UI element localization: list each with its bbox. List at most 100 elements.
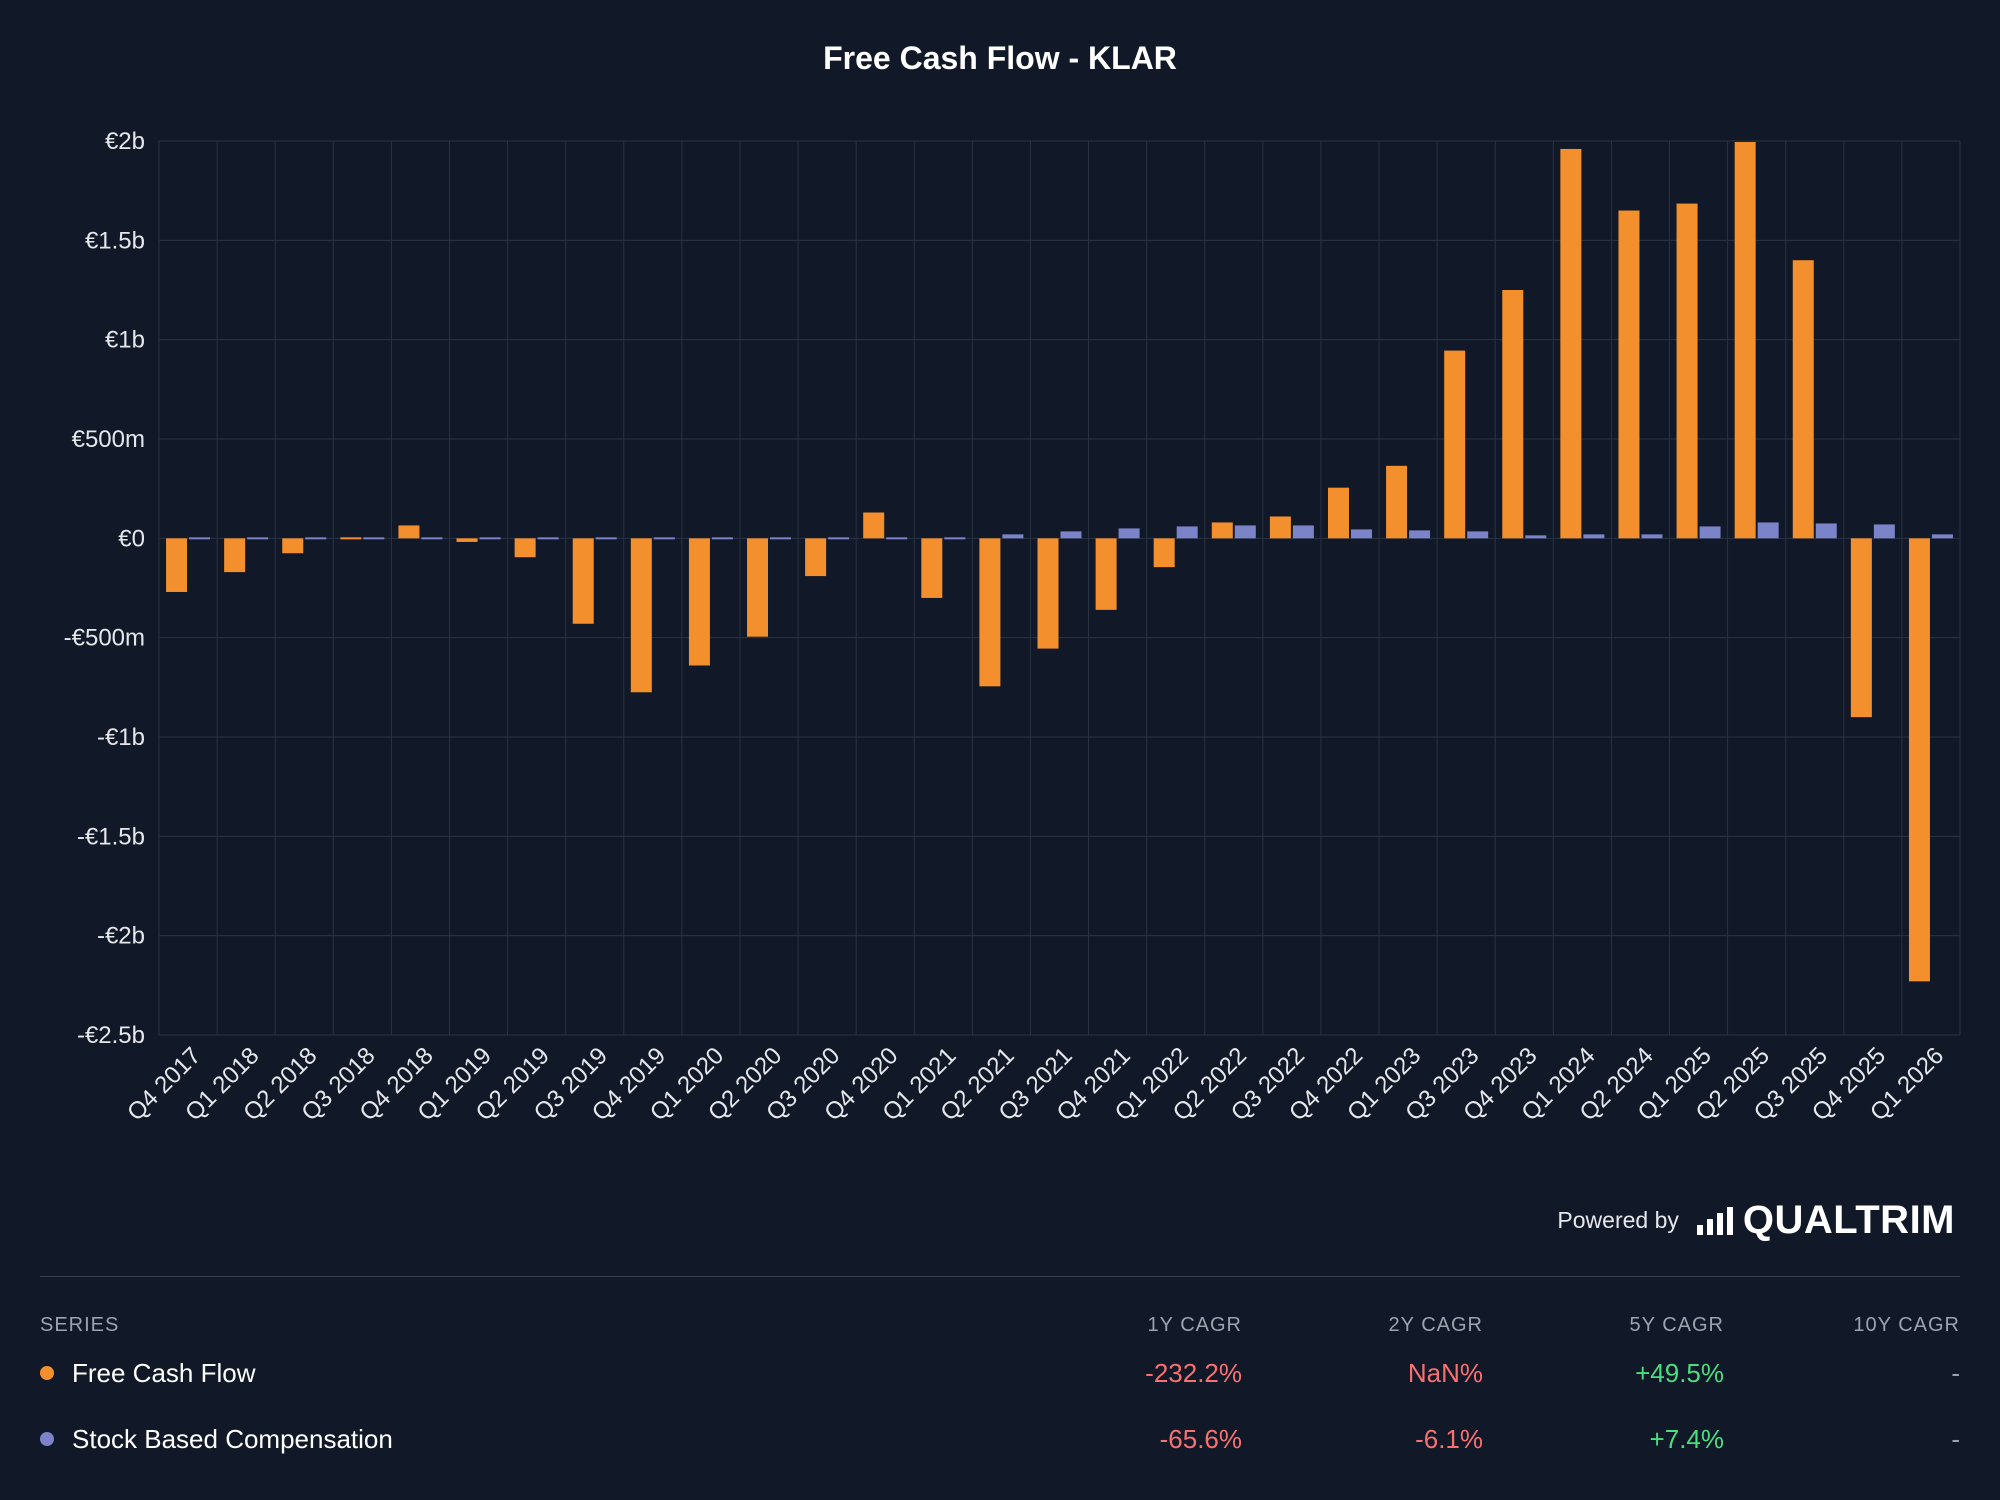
table-row[interactable]: Free Cash Flow -232.2% NaN% +49.5% - bbox=[40, 1340, 1960, 1406]
fcf-bar[interactable] bbox=[572, 538, 594, 624]
fcf-bar[interactable] bbox=[921, 538, 943, 598]
fcf-bar[interactable] bbox=[398, 525, 420, 539]
table-row[interactable]: Stock Based Compensation -65.6% -6.1% +7… bbox=[40, 1406, 1960, 1472]
fcf-bar[interactable] bbox=[1908, 538, 1930, 982]
sbc-bar[interactable] bbox=[1118, 528, 1140, 539]
sbc-bar[interactable] bbox=[1641, 534, 1663, 539]
fcf-bar[interactable] bbox=[1386, 465, 1408, 539]
fcf-bar[interactable] bbox=[1153, 538, 1175, 568]
y-tick-label: -€500m bbox=[64, 625, 145, 652]
y-tick-label: €1b bbox=[105, 327, 145, 354]
series-name: Stock Based Compensation bbox=[72, 1423, 393, 1454]
sbc-bar[interactable] bbox=[886, 537, 908, 540]
sbc-bar[interactable] bbox=[1815, 523, 1837, 539]
fcf-bar[interactable] bbox=[1037, 538, 1059, 649]
fcf-bar[interactable] bbox=[1327, 487, 1349, 539]
bars bbox=[166, 141, 1953, 982]
header-1y-cagr: 1Y CAGR bbox=[1147, 1313, 1242, 1336]
cagr-1y-value: -65.6% bbox=[1159, 1423, 1242, 1454]
header-series: SERIES bbox=[40, 1313, 120, 1336]
fcf-bar[interactable] bbox=[630, 538, 652, 693]
sbc-bar[interactable] bbox=[1931, 534, 1953, 539]
fcf-bar[interactable] bbox=[340, 537, 362, 540]
fcf-bar[interactable] bbox=[456, 538, 478, 542]
free-cash-flow-chart: €2b €1.5b €1b €500m €0 -€500m -€1b -€1.5b -€2b -€… bbox=[64, 128, 1961, 1126]
fcf-bar[interactable] bbox=[282, 538, 304, 554]
fcf-bar[interactable] bbox=[1502, 290, 1524, 539]
series-name: Free Cash Flow bbox=[72, 1357, 256, 1388]
sbc-bar[interactable] bbox=[770, 537, 792, 540]
sbc-bar[interactable] bbox=[828, 537, 850, 540]
sbc-bar[interactable] bbox=[1525, 535, 1547, 539]
fcf-bar[interactable] bbox=[805, 538, 827, 577]
y-tick-label: -€1.5b bbox=[77, 823, 145, 850]
series-color-dot bbox=[40, 1365, 54, 1380]
fcf-bar[interactable] bbox=[1560, 148, 1582, 539]
header-10y-cagr: 10Y CAGR bbox=[1853, 1313, 1960, 1336]
sbc-bar[interactable] bbox=[1699, 526, 1721, 539]
fcf-bar[interactable] bbox=[1269, 516, 1291, 539]
fcf-bar[interactable] bbox=[1676, 203, 1698, 539]
signal-bars-icon bbox=[1696, 1205, 1733, 1235]
series-color-dot bbox=[40, 1431, 54, 1446]
table-header-row: SERIES 1Y CAGR 2Y CAGR 5Y CAGR 10Y CAGR bbox=[40, 1310, 1960, 1340]
fcf-bar[interactable] bbox=[1850, 538, 1872, 718]
sbc-bar[interactable] bbox=[1002, 534, 1024, 539]
y-tick-label: €500m bbox=[72, 426, 145, 453]
cagr-2y-value: NaN% bbox=[1407, 1357, 1483, 1388]
brand-name: QUALTRIM bbox=[1742, 1197, 1955, 1242]
sbc-bar[interactable] bbox=[1176, 526, 1198, 539]
sbc-bar[interactable] bbox=[363, 537, 385, 540]
fcf-bar[interactable] bbox=[863, 512, 885, 539]
fcf-bar[interactable] bbox=[514, 538, 536, 558]
sbc-bar[interactable] bbox=[1292, 525, 1314, 539]
sbc-bar[interactable] bbox=[479, 537, 501, 540]
fcf-bar[interactable] bbox=[1211, 522, 1233, 539]
sbc-bar[interactable] bbox=[1060, 531, 1082, 539]
sbc-bar[interactable] bbox=[1234, 525, 1256, 539]
sbc-bar[interactable] bbox=[711, 537, 733, 540]
fcf-bar[interactable] bbox=[688, 538, 710, 666]
sbc-bar[interactable] bbox=[653, 537, 675, 540]
cagr-5y-value: +7.4% bbox=[1649, 1423, 1724, 1454]
fcf-bar[interactable] bbox=[1618, 210, 1640, 539]
cagr-table: SERIES 1Y CAGR 2Y CAGR 5Y CAGR 10Y CAGR … bbox=[40, 1310, 1960, 1472]
sbc-bar[interactable] bbox=[247, 537, 269, 540]
sbc-bar[interactable] bbox=[1467, 531, 1489, 539]
series-cell: Stock Based Compensation bbox=[40, 1406, 1002, 1472]
y-tick-label: -€2b bbox=[97, 923, 145, 950]
powered-by[interactable]: Powered by QUALTRIM bbox=[1557, 1198, 1955, 1242]
sbc-bar[interactable] bbox=[421, 537, 443, 540]
cagr-10y-value: - bbox=[1951, 1423, 1960, 1454]
fcf-bar[interactable] bbox=[747, 538, 769, 637]
fcf-bar[interactable] bbox=[1734, 141, 1756, 539]
header-2y-cagr: 2Y CAGR bbox=[1388, 1313, 1483, 1336]
grid-lines bbox=[158, 140, 1961, 1036]
sbc-bar[interactable] bbox=[305, 537, 327, 540]
fcf-bar[interactable] bbox=[1792, 260, 1814, 539]
fcf-bar[interactable] bbox=[224, 538, 246, 573]
sbc-bar[interactable] bbox=[1350, 529, 1372, 539]
sbc-bar[interactable] bbox=[1583, 534, 1605, 539]
fcf-bar[interactable] bbox=[1095, 538, 1117, 610]
header-5y-cagr: 5Y CAGR bbox=[1629, 1313, 1724, 1336]
fcf-bar[interactable] bbox=[166, 538, 188, 592]
cagr-5y-value: +49.5% bbox=[1635, 1357, 1724, 1388]
y-tick-label: €1.5b bbox=[85, 227, 145, 254]
y-axis-ticks: €2b €1.5b €1b €500m €0 -€500m -€1b -€1.5b -€2b -€… bbox=[64, 128, 145, 1049]
y-tick-label: -€2.5b bbox=[77, 1022, 145, 1049]
powered-by-label: Powered by bbox=[1557, 1206, 1679, 1233]
fcf-bar[interactable] bbox=[979, 538, 1001, 687]
fcf-bar[interactable] bbox=[1444, 350, 1466, 539]
cagr-10y-value: - bbox=[1951, 1357, 1960, 1388]
y-tick-label: €0 bbox=[118, 525, 145, 552]
sbc-bar[interactable] bbox=[1757, 522, 1779, 539]
qualtrim-logo[interactable]: QUALTRIM bbox=[1696, 1197, 1955, 1243]
sbc-bar[interactable] bbox=[595, 537, 617, 540]
sbc-bar[interactable] bbox=[537, 537, 559, 540]
sbc-bar[interactable] bbox=[944, 537, 966, 540]
sbc-bar[interactable] bbox=[189, 537, 211, 540]
sbc-bar[interactable] bbox=[1873, 524, 1895, 539]
sbc-bar[interactable] bbox=[1409, 530, 1431, 539]
